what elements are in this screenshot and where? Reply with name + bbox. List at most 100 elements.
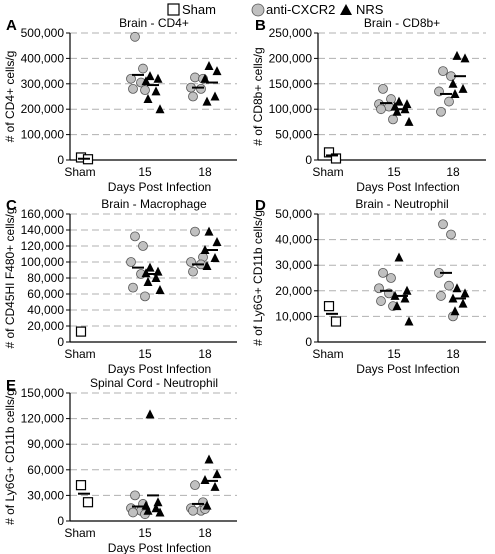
panel-title: Spinal Cord - Neutrophil <box>90 376 218 390</box>
x-tick-label: 15 <box>387 165 401 179</box>
sham-point <box>330 153 342 164</box>
y-tick-label: 30,000 <box>275 258 312 272</box>
panel-title: Brain - CD4+ <box>119 16 189 30</box>
anti-cxcr2-point <box>188 505 198 516</box>
nrs-point <box>153 73 163 83</box>
nrs-point <box>394 252 404 262</box>
y-tick-label: 0 <box>57 153 64 167</box>
sham-point <box>330 316 342 327</box>
y-tick-label: 0 <box>57 335 64 349</box>
y-tick-label: 40,000 <box>27 303 64 317</box>
legend: Sham anti-CXCR2 NRS <box>167 2 384 17</box>
nrs-point <box>141 76 151 86</box>
y-tick-label: 80,000 <box>27 271 64 285</box>
sham-point <box>82 497 94 508</box>
x-tick-label: 15 <box>138 526 152 540</box>
nrs-point <box>202 96 212 106</box>
anti-cxcr2-point <box>126 73 136 84</box>
nrs-point <box>204 226 214 236</box>
anti-cxcr2-point <box>130 31 140 42</box>
nrs-point <box>460 288 470 298</box>
y-tick-label: 500,000 <box>21 26 65 40</box>
sham-point <box>75 480 87 491</box>
nrs-point <box>200 73 210 83</box>
x-axis-title: Days Post Infection <box>356 180 459 194</box>
legend-nrs-label: NRS <box>356 2 384 17</box>
x-axis-title: Days Post Infection <box>108 180 211 194</box>
y-tick-label: 150,000 <box>21 386 65 400</box>
x-tick-label: 15 <box>387 347 401 361</box>
anti-cxcr2-point <box>444 280 454 291</box>
anti-cxcr2-point <box>376 104 386 115</box>
y-tick-label: 250,000 <box>269 26 313 40</box>
panel-e: E Spinal Cord - Neutrophil 0 30,000 60,000 90… <box>3 376 237 554</box>
nrs-point <box>392 106 402 116</box>
panel-b: B Brain - CD8b+ 0 50,000 100,000 150,000 200,0… <box>251 16 486 194</box>
nrs-point <box>458 83 468 93</box>
anti-cxcr2-point <box>436 291 446 301</box>
nrs-point <box>210 253 220 262</box>
anti-cxcr2-point <box>188 91 198 102</box>
y-tick-label: 400,000 <box>21 51 65 65</box>
panel-title: Brain - Macrophage <box>101 197 207 211</box>
y-tick-label: 120,000 <box>21 412 65 426</box>
panel-title: Brain - CD8b+ <box>364 16 440 30</box>
nrs-point <box>145 409 155 419</box>
nrs-point <box>155 507 165 517</box>
y-tick-label: 100,000 <box>269 102 313 116</box>
anti-cxcr2-point <box>190 72 200 83</box>
nrs-point <box>460 53 470 63</box>
x-tick-label: 18 <box>446 165 460 179</box>
anti-cxcr2-point <box>446 229 456 240</box>
nrs-point <box>143 277 153 286</box>
nrs-point <box>204 61 214 71</box>
nrs-point <box>400 293 410 303</box>
x-axis-title: Days Post Infection <box>356 362 459 376</box>
y-axis-title: # of Ly6G+ CD11b cells/g <box>3 389 17 525</box>
sham-point <box>323 301 335 312</box>
x-tick-label: Sham <box>64 165 95 179</box>
anti-cxcr2-point <box>190 480 200 491</box>
nrs-point <box>210 91 220 101</box>
y-tick-label: 100,000 <box>21 128 65 142</box>
anti-cxcr2-point <box>188 266 198 277</box>
anti-cxcr2-point <box>376 296 386 306</box>
x-axis-title: Days Post Infection <box>108 541 211 554</box>
nrs-point <box>145 262 155 272</box>
y-tick-label: 0 <box>305 153 312 167</box>
y-tick-label: 40,000 <box>275 233 312 247</box>
nrs-point <box>212 469 222 479</box>
nrs-point <box>151 503 161 513</box>
y-tick-label: 160,000 <box>21 207 65 221</box>
anti-cxcr2-point <box>140 85 150 96</box>
nrs-point <box>402 285 412 295</box>
anti-cxcr2-point <box>130 490 140 501</box>
nrs-point <box>200 245 210 254</box>
y-tick-label: 140,000 <box>21 223 65 237</box>
nrs-point <box>450 88 460 98</box>
panels: A Brain - CD4+ 0 100,000 200,000 300,000 400,0… <box>3 16 486 554</box>
nrs-point <box>404 116 414 126</box>
nrs-point <box>210 481 220 491</box>
y-tick-label: 50,000 <box>275 207 312 221</box>
y-tick-label: 50,000 <box>275 128 312 142</box>
x-tick-label: Sham <box>64 526 95 540</box>
panel-d: D Brain - Neutrophil 0 10,000 20,000 30,000 40… <box>251 197 486 376</box>
legend-nrs-marker <box>340 4 352 15</box>
legend-sham-label: Sham <box>182 2 216 17</box>
panel-letter: D <box>255 197 266 214</box>
nrs-point <box>155 104 165 114</box>
anti-cxcr2-point <box>140 291 150 302</box>
y-axis-title: # of CD8b+ cells/g <box>251 47 265 145</box>
sham-point <box>75 326 87 337</box>
x-axis-title: Days Post Infection <box>108 362 211 376</box>
anti-cxcr2-point <box>138 63 148 74</box>
anti-cxcr2-point <box>444 96 454 107</box>
anti-cxcr2-point <box>378 83 388 94</box>
y-tick-label: 60,000 <box>27 463 64 477</box>
x-tick-label: 18 <box>198 347 212 361</box>
nrs-point <box>145 71 155 81</box>
nrs-point <box>390 290 400 300</box>
x-tick-label: 18 <box>198 526 212 540</box>
nrs-point <box>212 66 222 76</box>
